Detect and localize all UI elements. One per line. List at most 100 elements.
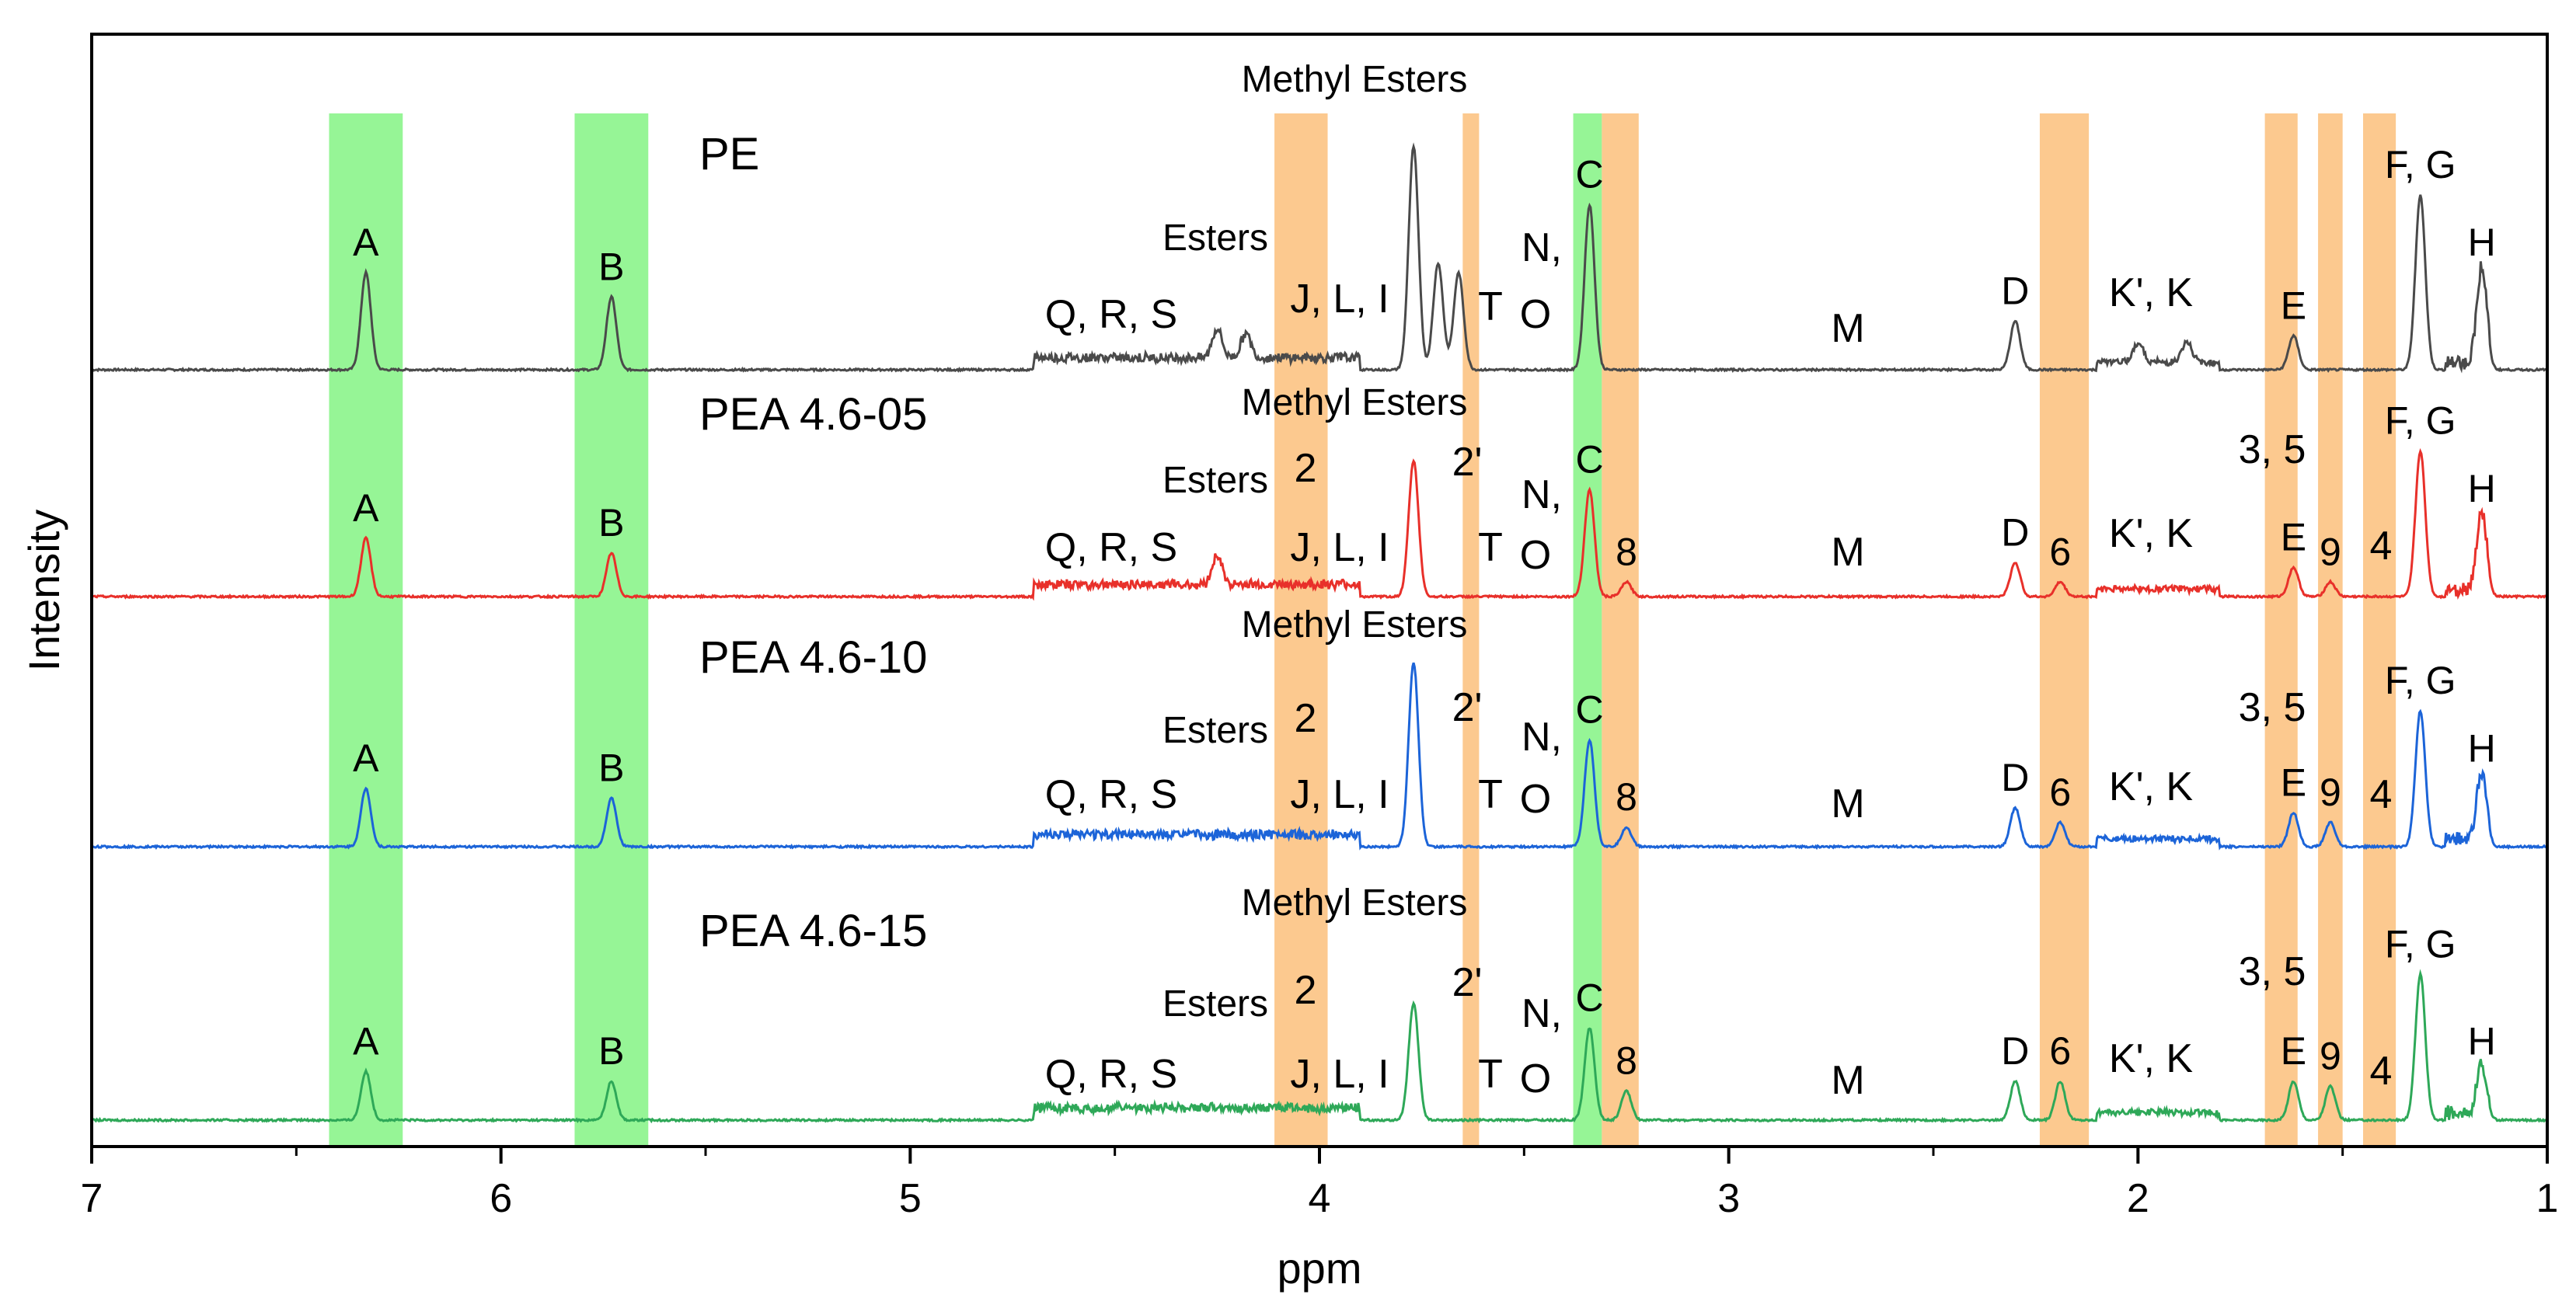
annotation-methyl-esters-pea-4-6-15: Methyl Esters — [1242, 882, 1468, 924]
annotation-m-pe: M — [1831, 306, 1864, 351]
x-tick-label-1: 1 — [2536, 1176, 2559, 1221]
annotation-j-l-i-pea-4-6-05: J, L, I — [1290, 525, 1389, 570]
annotation-k-k-pe: K', K — [2109, 270, 2194, 315]
series-pea-4-6-10: PEA 4.6-10 — [91, 632, 2548, 851]
annotation-4-pea-4-6-15: 4 — [2370, 1049, 2393, 1094]
peak-label-9-pea-4-6-15: 9 — [2320, 1034, 2341, 1077]
series-pe: PE — [91, 129, 2548, 374]
spectra: PE PEA 4.6-05 PEA 4.6-10 PEA 4.6-15 — [90, 129, 2548, 1124]
band-orange-3 — [1274, 113, 1328, 1147]
x-tick-label-3: 3 — [1717, 1176, 1740, 1221]
spectrum-line-pe — [91, 142, 2548, 374]
series-label-pea-4-6-05: PEA 4.6-05 — [699, 389, 927, 440]
peak-label-h-pea-4-6-15: H — [2468, 1020, 2496, 1063]
x-axis: 7 6 5 4 3 2 1 — [81, 1147, 2559, 1221]
peak-label-d-pea-4-6-05: D — [2001, 510, 2029, 554]
spectrum-line-pea-4-6-05 — [90, 447, 2548, 601]
x-tick-label-4: 4 — [1309, 1176, 1331, 1221]
annotation-methyl-esters-pea-4-6-05: Methyl Esters — [1242, 382, 1468, 423]
annotation-3-5-pea-4-6-15: 3, 5 — [2239, 949, 2306, 994]
annotation-m-pea-4-6-15: M — [1831, 1058, 1864, 1103]
peak-label-b-pea-4-6-15: B — [598, 1029, 624, 1073]
band-green-1 — [329, 113, 403, 1147]
band-orange-8 — [2264, 113, 2298, 1147]
series-pea-4-6-05: PEA 4.6-05 — [90, 389, 2548, 601]
spectrum-line-pea-4-6-15 — [90, 969, 2548, 1124]
annotation-j-l-i-pe: J, L, I — [1290, 277, 1389, 322]
spectrum-line-pea-4-6-10 — [91, 662, 2548, 851]
annotation-n-pe: N, — [1522, 225, 1562, 270]
peak-label-d-pea-4-6-15: D — [2001, 1029, 2029, 1073]
peak-label-9-pea-4-6-05: 9 — [2320, 530, 2341, 573]
annotation-q-r-s-pea-4-6-05: Q, R, S — [1045, 525, 1177, 570]
annotation-j-l-i-pea-4-6-10: J, L, I — [1290, 772, 1389, 817]
annotation-k-k-pea-4-6-05: K', K — [2109, 511, 2194, 556]
annotation-2-pea-4-6-10: 2 — [1295, 696, 1317, 741]
peak-label-e-pea-4-6-15: E — [2281, 1029, 2306, 1073]
peak-label-b-pe: B — [598, 245, 624, 288]
band-orange-10 — [2363, 113, 2396, 1147]
peak-label-a-pea-4-6-15: A — [353, 1020, 379, 1063]
annotation-n-pea-4-6-05: N, — [1522, 472, 1562, 517]
peak-label-c-pea-4-6-10: C — [1576, 688, 1604, 732]
peak-label-8-pea-4-6-10: 8 — [1616, 775, 1637, 819]
annotation-methyl-esters-pe: Methyl Esters — [1242, 59, 1468, 100]
peak-label-8-pea-4-6-05: 8 — [1616, 530, 1637, 573]
annotation-t-pea-4-6-15: T — [1478, 1052, 1503, 1097]
annotation-3-5-pea-4-6-10: 3, 5 — [2239, 685, 2306, 730]
annotations: Methyl Esters Esters Q, R, S J, L, I T N, O M K'… — [1045, 59, 2393, 1103]
annotation-4-pea-4-6-05: 4 — [2370, 524, 2393, 569]
x-tick-label-5: 5 — [899, 1176, 922, 1221]
peak-label-c-pea-4-6-15: C — [1576, 976, 1604, 1019]
peak-label-f-g-pea-4-6-05: F, G — [2385, 399, 2456, 443]
peak-label-6-pea-4-6-05: 6 — [2049, 530, 2071, 573]
annotation-q-r-s-pea-4-6-10: Q, R, S — [1045, 772, 1177, 817]
series-label-pe: PE — [699, 129, 759, 179]
band-orange-4 — [1462, 113, 1480, 1147]
annotation-m-pea-4-6-10: M — [1831, 781, 1864, 827]
band-orange-9 — [2318, 113, 2343, 1147]
peak-label-e-pe: E — [2281, 284, 2306, 327]
annotation-q-r-s-pe: Q, R, S — [1045, 292, 1177, 337]
x-tick-label-6: 6 — [490, 1176, 512, 1221]
peak-label-f-g-pea-4-6-15: F, G — [2385, 923, 2456, 966]
annotation-n-pea-4-6-10: N, — [1522, 715, 1562, 760]
peak-label-6-pea-4-6-10: 6 — [2049, 771, 2071, 814]
annotation-o-pe: O — [1520, 292, 1551, 337]
annotation-2-pea-4-6-15: 2' — [1452, 960, 1483, 1005]
peak-label-a-pe: A — [353, 221, 379, 264]
peak-label-d-pe: D — [2001, 270, 2029, 313]
annotation-n-pea-4-6-15: N, — [1522, 991, 1562, 1036]
annotation-t-pe: T — [1478, 284, 1503, 329]
band-orange-7 — [2039, 113, 2090, 1147]
annotation-q-r-s-pea-4-6-15: Q, R, S — [1045, 1052, 1177, 1097]
annotation-esters-pea-4-6-15: Esters — [1163, 983, 1268, 1025]
peak-label-9-pea-4-6-10: 9 — [2320, 771, 2341, 814]
peak-label-d-pea-4-6-10: D — [2001, 756, 2029, 799]
annotation-2-pea-4-6-05: 2 — [1295, 446, 1317, 491]
peak-label-a-pea-4-6-10: A — [353, 736, 379, 780]
x-axis-label: ppm — [1278, 1244, 1362, 1293]
series-label-pea-4-6-15: PEA 4.6-15 — [699, 906, 927, 956]
peak-label-f-g-pea-4-6-10: F, G — [2385, 659, 2456, 702]
annotation-k-k-pea-4-6-10: K', K — [2109, 764, 2194, 809]
annotation-esters-pe: Esters — [1163, 218, 1268, 259]
annotation-3-5-pea-4-6-05: 3, 5 — [2239, 427, 2306, 472]
annotation-methyl-esters-pea-4-6-10: Methyl Esters — [1242, 604, 1468, 646]
peak-label-b-pea-4-6-05: B — [598, 501, 624, 545]
peak-label-8-pea-4-6-15: 8 — [1616, 1039, 1637, 1083]
peak-label-f-g-pe: F, G — [2385, 143, 2456, 186]
peak-label-c-pea-4-6-05: C — [1576, 438, 1604, 482]
peak-label-h-pea-4-6-05: H — [2468, 467, 2496, 510]
peak-label-a-pea-4-6-05: A — [353, 486, 379, 530]
band-orange-6 — [1602, 113, 1639, 1147]
annotation-2-pea-4-6-15: 2 — [1295, 968, 1317, 1013]
annotation-o-pea-4-6-15: O — [1520, 1056, 1551, 1101]
annotation-j-l-i-pea-4-6-15: J, L, I — [1290, 1052, 1389, 1097]
annotation-esters-pea-4-6-05: Esters — [1163, 460, 1268, 501]
annotation-o-pea-4-6-10: O — [1520, 777, 1551, 822]
annotation-t-pea-4-6-10: T — [1478, 772, 1503, 817]
peak-label-e-pea-4-6-10: E — [2281, 760, 2306, 804]
peak-label-b-pea-4-6-10: B — [598, 746, 624, 790]
